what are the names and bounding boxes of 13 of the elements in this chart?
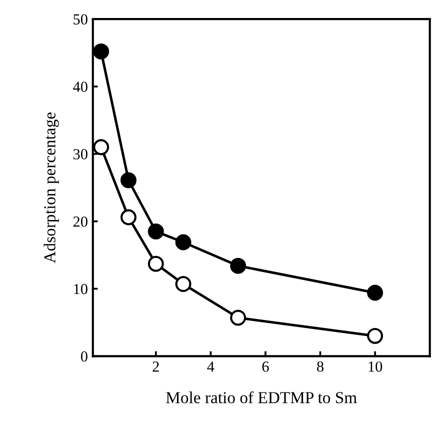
y-tick-label: 20 <box>73 216 88 227</box>
x-axis-title: Mole ratio of EDTMP to Sm <box>166 391 357 404</box>
y-axis-title: Adsorption percentage <box>44 112 59 264</box>
x-tick-label: 6 <box>262 362 269 372</box>
x-tick-label: 2 <box>152 362 159 372</box>
x-tick-label: 8 <box>317 361 324 372</box>
x-tick-label: 4 <box>207 362 214 372</box>
x-tick-label: 10 <box>368 361 382 372</box>
y-tick-label: 30 <box>73 149 88 160</box>
y-tick-label: 50 <box>74 14 88 25</box>
y-tick-label: 40 <box>73 82 88 92</box>
y-tick-label: 10 <box>74 284 88 294</box>
y-tick-label: 0 <box>80 351 88 362</box>
